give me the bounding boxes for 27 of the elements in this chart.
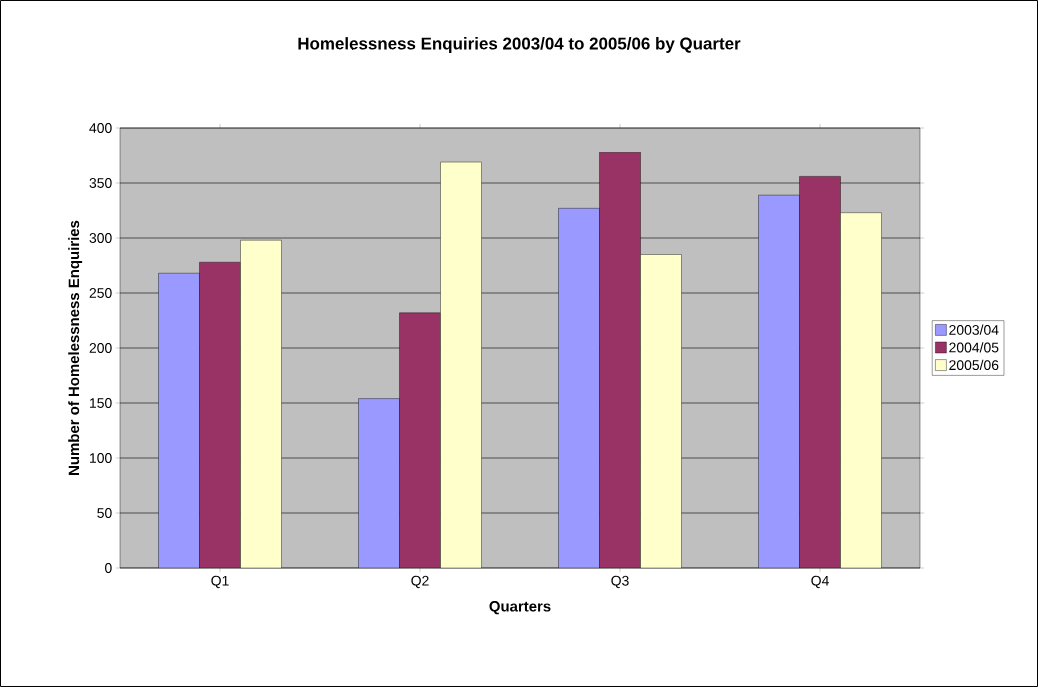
legend-label: 2003/04 — [949, 324, 999, 335]
legend-label: 2005/06 — [949, 359, 999, 371]
y-tick-label: 200 — [89, 343, 112, 353]
bar — [158, 273, 200, 568]
chart-title: Homelessness Enquiries 2003/04 to 2005/06 by Quarter — [298, 37, 741, 53]
y-axis-title: Number of Homelessness Enquiries — [68, 220, 83, 475]
y-tick-label: 150 — [90, 398, 112, 408]
x-tick-label: Q2 — [411, 575, 429, 589]
y-tick-label: 350 — [89, 178, 112, 188]
bar — [640, 254, 682, 568]
y-tick-label: 300 — [89, 233, 112, 243]
bar — [558, 208, 600, 568]
x-tick-label: Q3 — [611, 575, 629, 589]
y-tick-label: 400 — [89, 123, 112, 133]
y-tick-label: 0 — [105, 563, 112, 573]
bar — [358, 398, 400, 568]
legend-label: 2004/05 — [949, 342, 999, 353]
bar — [440, 161, 482, 568]
bar — [840, 212, 882, 568]
y-tick-label: 100 — [90, 453, 112, 463]
bar — [240, 240, 282, 568]
x-tick-label: Q1 — [211, 575, 229, 589]
y-tick-label: 50 — [97, 508, 112, 518]
x-axis-title: Quarters — [489, 600, 551, 615]
y-tick-label: 250 — [89, 288, 112, 298]
x-tick-label: Q4 — [811, 575, 829, 589]
bar — [758, 194, 800, 568]
